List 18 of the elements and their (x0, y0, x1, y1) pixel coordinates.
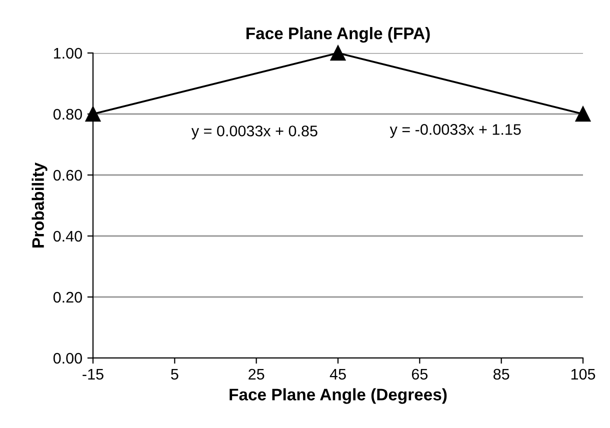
x-tick-label: 25 (248, 368, 264, 380)
x-tick-label: 45 (330, 368, 346, 380)
y-tick-label: 1.00 (54, 48, 82, 59)
y-tick-label: 0.60 (53, 170, 82, 181)
annotation: y = -0.0033x + 1.15 (390, 124, 521, 138)
y-tick-label: 0.20 (53, 292, 82, 303)
y-tick-label: 0.00 (53, 352, 82, 364)
x-tick-label: 5 (171, 368, 178, 380)
x-tick-label: 105 (571, 368, 596, 380)
chart-title: Face Plane Angle (FPA) (246, 27, 430, 43)
x-tick-label: -15 (82, 368, 104, 380)
x-tick-label: 65 (412, 368, 428, 380)
y-tick-label: 0.80 (53, 108, 82, 120)
y-tick-label: 0.40 (53, 230, 82, 242)
y-axis-title: Probability (32, 162, 48, 248)
x-tick-label: 85 (494, 368, 510, 380)
x-axis-title: Face Plane Angle (Degrees) (230, 388, 447, 404)
annotation: y = 0.0033x + 0.85 (191, 126, 318, 140)
